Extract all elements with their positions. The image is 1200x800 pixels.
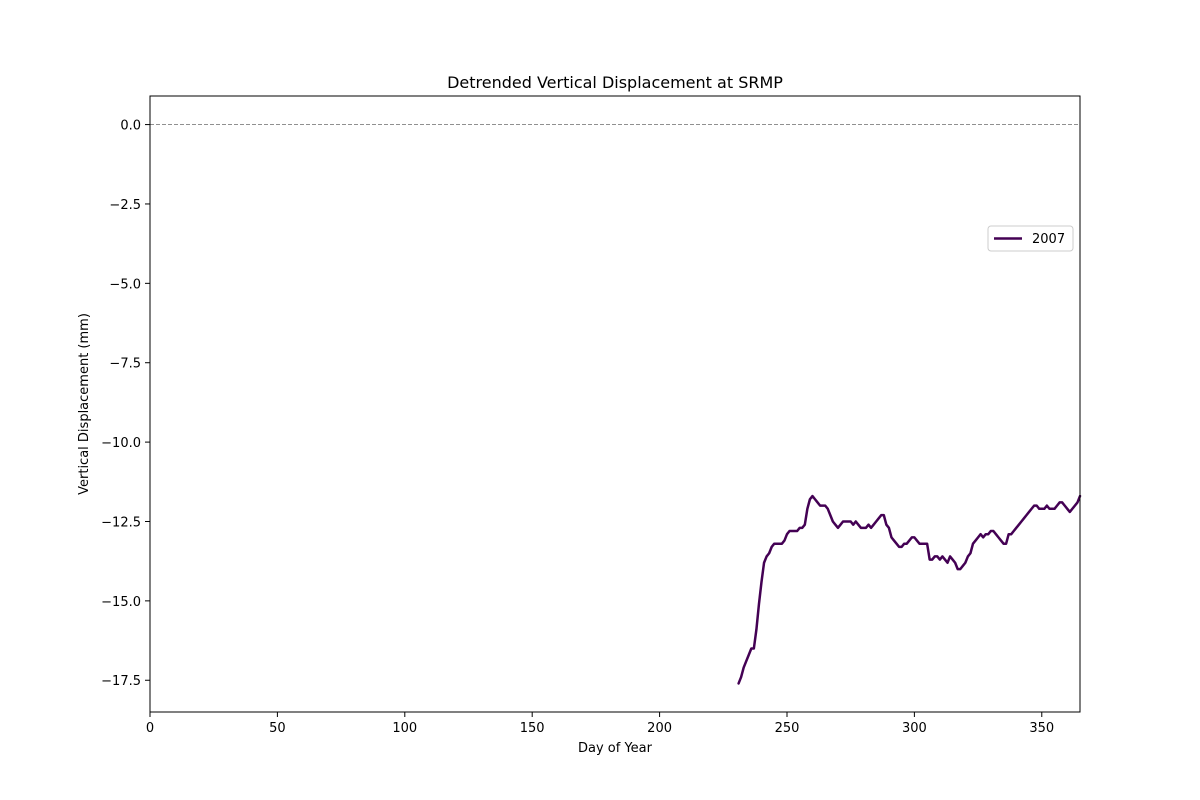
y-tick-label: −15.0 <box>101 595 141 610</box>
y-tick-label: −5.0 <box>109 277 141 292</box>
x-tick-label: 350 <box>1029 721 1054 736</box>
plot-area <box>149 95 1082 713</box>
y-tick-label: −12.5 <box>101 515 141 530</box>
x-tick-label: 50 <box>269 721 286 736</box>
y-tick-label: −7.5 <box>109 357 141 372</box>
x-tick-label: 300 <box>902 721 927 736</box>
x-axis: 0 50 100 150 200 250 300 350 <box>146 712 1054 736</box>
legend-label-2007: 2007 <box>1032 232 1065 247</box>
y-axis: 0.0 −2.5 −5.0 −7.5 −10.0 −12.5 −15.0 −17.5 <box>101 119 150 689</box>
y-tick-label: −17.5 <box>101 674 141 689</box>
y-tick-label: −2.5 <box>109 198 141 213</box>
y-axis-label: Vertical Displacement (mm) <box>77 313 92 495</box>
x-axis-label: Day of Year <box>578 741 653 756</box>
y-tick-label: 0.0 <box>120 119 141 134</box>
x-tick-label: 200 <box>647 721 672 736</box>
x-tick-label: 100 <box>392 721 417 736</box>
x-tick-label: 150 <box>520 721 545 736</box>
legend: 2007 <box>987 225 1074 252</box>
legend-box <box>987 225 1074 252</box>
series-line-2007 <box>737 494 1082 685</box>
x-tick-label: 250 <box>775 721 800 736</box>
y-tick-label: −10.0 <box>101 436 141 451</box>
axes-frame <box>149 95 1081 713</box>
x-tick-label: 0 <box>146 721 154 736</box>
chart-title: Detrended Vertical Displacement at SRMP <box>447 73 783 92</box>
